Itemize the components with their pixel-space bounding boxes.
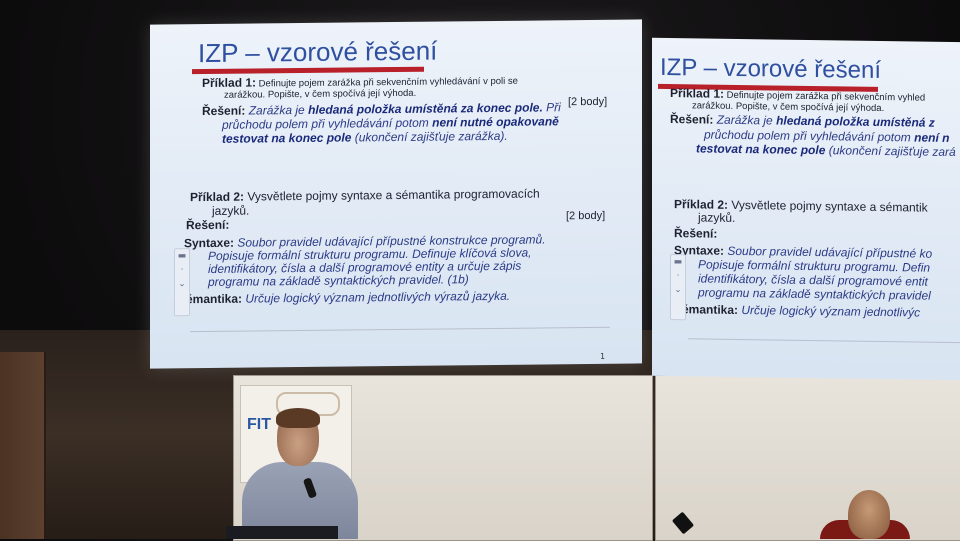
- example-1-label: Příklad 1:: [202, 75, 257, 91]
- side-example-2-text: Vysvětlete pojmy syntaxe a sémantik: [731, 197, 928, 215]
- side-solution-1-line3a: testovat na konec pole: [696, 141, 826, 158]
- example-2-points: [2 body]: [566, 209, 606, 223]
- semantics-definition: Sémantika: Určuje logický význam jednotl…: [178, 289, 510, 306]
- solution-1-line3b: (ukončení zajišťuje zarážka).: [354, 128, 508, 145]
- example-2-line2: jazyků.: [212, 203, 250, 218]
- solution-1-label: Řešení:: [202, 103, 246, 119]
- side-example-2-line2: jazyků.: [698, 210, 736, 225]
- solution-1-line3: testovat na konec pole (ukončení zajišťu…: [222, 129, 508, 146]
- side-solution-1-line3: testovat na konec pole (ukončení zajišťu…: [696, 141, 956, 159]
- side-solution-1-line2b: není n: [914, 130, 950, 145]
- projected-slide-main: IZP – vzorové řešení Příklad 1: Definujt…: [150, 19, 642, 369]
- side-scroll-dot-icon: ·: [676, 271, 680, 282]
- side-semantics-text: Určuje logický význam jednotlivýc: [741, 303, 921, 320]
- side-syntax-line4: programu na základě syntaktických pravid…: [698, 285, 931, 303]
- solution-1-text-a: Zarážka je: [248, 102, 305, 118]
- wooden-door: [0, 352, 46, 539]
- title-underline: [192, 66, 424, 75]
- solution-2-label: Řešení:: [186, 217, 230, 233]
- syntax-line4: programu na základě syntaktických pravid…: [208, 272, 469, 289]
- side-solution-1-text-a: Zarážka je: [716, 112, 773, 128]
- side-footer-rule: [688, 338, 960, 344]
- footer-rule: [190, 326, 610, 333]
- side-slide-title: IZP – vzorové řešení: [660, 53, 881, 84]
- solution-1-text-c: Při: [546, 100, 561, 115]
- poster-logo-text: FIT: [247, 416, 271, 433]
- scroll-dot-icon: ·: [180, 265, 184, 276]
- example-2-text: Vysvětlete pojmy syntaxe a sémantika pro…: [247, 186, 540, 204]
- side-solution-1-label: Řešení:: [670, 112, 714, 127]
- slide-title: IZP – vzorové řešení: [198, 35, 438, 69]
- solution-1-line2b: není nutné opakovaně: [432, 114, 559, 130]
- scroll-down-icon[interactable]: ⌄: [178, 279, 186, 290]
- audience-member-head: [848, 490, 890, 539]
- side-scroll-down-icon[interactable]: ⌄: [674, 285, 682, 296]
- whiteboard-right: [655, 375, 960, 541]
- side-scroll-up-icon[interactable]: ▬: [673, 257, 683, 268]
- example-2: Příklad 2: Vysvětlete pojmy syntaxe a sé…: [190, 186, 540, 204]
- scroll-widget[interactable]: ▬ · ⌄: [174, 248, 190, 317]
- semantics-text: Určuje logický význam jednotlivých výraz…: [245, 288, 511, 306]
- scroll-up-icon[interactable]: ▬: [177, 251, 187, 262]
- lectern: [226, 526, 338, 539]
- side-solution-2-label: Řešení:: [674, 226, 718, 241]
- solution-1-line3a: testovat na konec pole: [222, 130, 352, 146]
- page-number: 1: [600, 351, 606, 361]
- side-scroll-widget[interactable]: ▬ · ⌄: [670, 254, 686, 321]
- side-solution-1-line3b: (ukončení zajišťuje zará: [828, 143, 956, 160]
- example-1-points: [2 body]: [568, 95, 608, 109]
- side-solution-1-text-b: hledaná položka umístěná z: [776, 113, 935, 130]
- projected-slide-side: IZP – vzorové řešení Příklad 1: Definujt…: [652, 37, 960, 381]
- side-example-1-label: Příklad 1:: [670, 86, 725, 101]
- speaker-hair: [276, 408, 320, 428]
- example-2-label: Příklad 2:: [190, 189, 245, 205]
- example-1-line2: zarážkou. Popište, v čem spočívá její vý…: [224, 87, 417, 101]
- side-semantics-definition: Sémantika: Určuje logický význam jednotl…: [674, 302, 920, 319]
